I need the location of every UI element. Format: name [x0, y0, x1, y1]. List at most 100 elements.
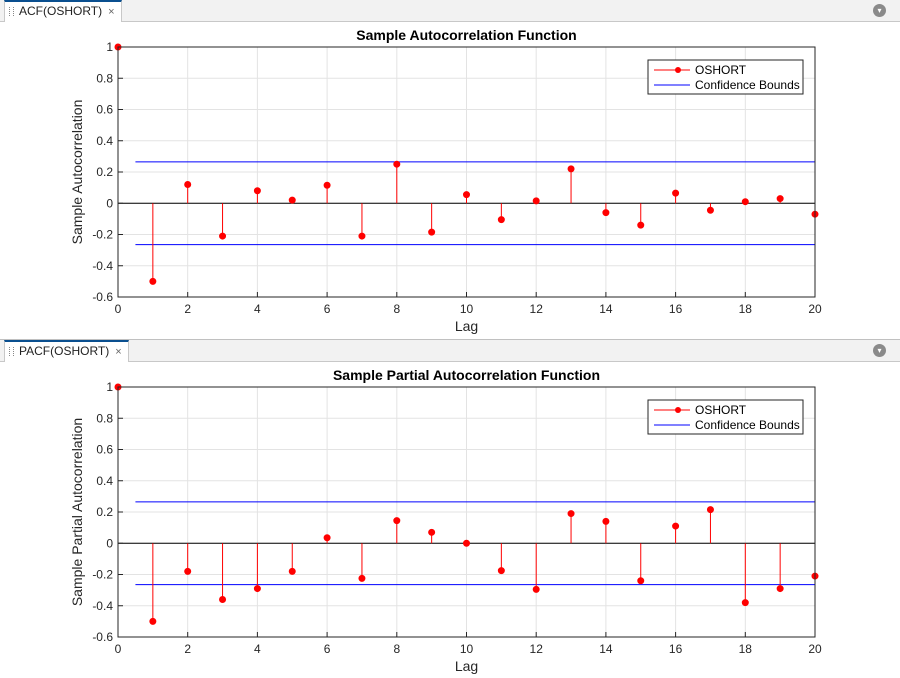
stem-marker — [219, 596, 227, 603]
x-tick-label: 6 — [324, 302, 331, 316]
panel-menu-icon[interactable]: ▾ — [873, 344, 886, 357]
y-tick-label: 0.2 — [96, 165, 113, 179]
x-tick-label: 12 — [530, 642, 544, 656]
stem-marker — [253, 187, 261, 195]
y-tick-label: 1 — [106, 380, 113, 394]
x-tick-label: 18 — [739, 302, 753, 316]
x-tick-label: 2 — [184, 642, 191, 656]
stem-marker — [323, 534, 331, 542]
x-tick-label: 12 — [530, 302, 544, 316]
legend-bounds-label: Confidence Bounds — [695, 418, 800, 432]
y-axis-label: Sample Partial Autocorrelation — [69, 418, 85, 606]
y-tick-label: 0.6 — [96, 443, 113, 457]
drag-grip-icon[interactable] — [9, 7, 14, 16]
stem-marker — [323, 181, 331, 189]
stem-marker — [428, 528, 436, 536]
stem-marker — [463, 539, 470, 547]
stem-marker — [672, 189, 680, 197]
stem-marker — [253, 585, 261, 593]
y-tick-label: -0.6 — [92, 290, 113, 304]
x-axis-label: Lag — [455, 318, 478, 334]
legend-bounds-label: Confidence Bounds — [695, 78, 800, 92]
stem-marker — [463, 191, 470, 199]
stem-marker — [428, 228, 436, 236]
tab-acf[interactable]: ACF(OSHORT) × — [4, 0, 122, 22]
stem-marker — [567, 510, 575, 518]
stem-marker — [672, 522, 680, 530]
stem-marker — [497, 216, 505, 224]
x-tick-label: 14 — [599, 302, 613, 316]
stem-marker — [358, 574, 366, 582]
y-tick-label: 0.4 — [96, 474, 113, 488]
stem-marker — [358, 232, 366, 240]
tab-bar-pacf: PACF(OSHORT) × ▾ — [0, 340, 900, 362]
y-tick-label: 0.4 — [96, 134, 113, 148]
y-tick-label: 0.8 — [96, 71, 113, 85]
x-tick-label: 16 — [669, 642, 683, 656]
x-tick-label: 10 — [460, 302, 474, 316]
stem-marker — [637, 577, 645, 585]
x-tick-label: 6 — [324, 642, 331, 656]
pacf-chart: 0 2 4 6 8 10 12 14 16 18 20 -0.6 -0.4 -0.2 0 0.2 0.4 0.6 0… — [69, 367, 822, 674]
y-tick-label: 0.8 — [96, 411, 113, 425]
panel-menu-icon[interactable]: ▾ — [873, 4, 886, 17]
y-tick-label: 0 — [106, 196, 113, 210]
x-tick-label: 4 — [254, 642, 261, 656]
x-tick-label: 0 — [115, 642, 122, 656]
x-tick-label: 2 — [184, 302, 191, 316]
stem-marker — [602, 517, 610, 525]
stem-marker — [149, 277, 157, 285]
y-tick-label: -0.6 — [92, 630, 113, 644]
tab-pacf[interactable]: PACF(OSHORT) × — [4, 340, 129, 362]
chart-title: Sample Partial Autocorrelation Function — [333, 367, 600, 383]
stem-marker — [149, 617, 157, 625]
legend-box — [647, 399, 804, 435]
tab-label: PACF(OSHORT) — [19, 344, 110, 358]
panel-divider[interactable] — [0, 339, 900, 340]
close-icon[interactable]: × — [108, 6, 115, 18]
stem-marker — [637, 221, 645, 229]
stem-marker — [184, 567, 192, 575]
legend-series-label: OSHORT — [695, 63, 747, 77]
x-tick-label: 0 — [115, 302, 122, 316]
x-axis-label: Lag — [455, 658, 478, 674]
chart-title: Sample Autocorrelation Function — [356, 27, 576, 43]
stem-marker — [393, 517, 401, 525]
stem-marker — [532, 585, 540, 593]
legend-series-marker — [675, 67, 681, 73]
x-tick-label: 18 — [739, 642, 753, 656]
stem-marker — [741, 599, 749, 607]
stem-marker — [497, 567, 505, 575]
legend-series-label: OSHORT — [695, 403, 747, 417]
legend-series-marker — [675, 407, 681, 413]
y-axis-label: Sample Autocorrelation — [69, 100, 85, 245]
acf-chart: 0 2 4 6 8 10 12 14 16 18 20 -0.6 -0.4 -0.2 0 0.2 0.4 0.6 0… — [69, 27, 822, 334]
tab-label: ACF(OSHORT) — [19, 4, 103, 18]
y-tick-label: 0 — [106, 536, 113, 550]
x-tick-label: 14 — [599, 642, 613, 656]
x-tick-label: 8 — [393, 642, 400, 656]
stem-marker — [602, 209, 610, 217]
x-tick-label: 8 — [393, 302, 400, 316]
stem-marker — [776, 585, 784, 593]
y-tick-label: -0.4 — [92, 599, 113, 613]
stem-marker — [532, 197, 540, 205]
stem-marker — [219, 232, 227, 240]
close-icon[interactable]: × — [115, 346, 122, 358]
legend-box — [647, 59, 804, 95]
x-tick-label: 4 — [254, 302, 261, 316]
stem-marker — [776, 195, 784, 203]
y-tick-label: 0.2 — [96, 505, 113, 519]
tab-bar-acf: ACF(OSHORT) × ▾ — [0, 0, 900, 22]
x-tick-label: 20 — [808, 302, 822, 316]
stem-marker — [567, 165, 575, 173]
x-tick-label: 16 — [669, 302, 683, 316]
y-tick-label: -0.2 — [92, 228, 113, 242]
stem-marker — [393, 160, 401, 168]
drag-grip-icon[interactable] — [9, 347, 14, 356]
y-tick-label: 1 — [106, 40, 113, 54]
stem-marker — [288, 196, 296, 204]
y-tick-label: 0.6 — [96, 103, 113, 117]
y-tick-label: -0.2 — [92, 568, 113, 582]
x-tick-label: 20 — [808, 642, 822, 656]
